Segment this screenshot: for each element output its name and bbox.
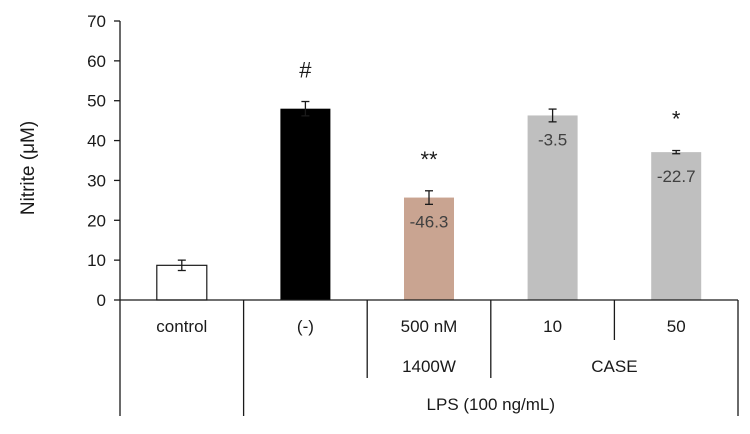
y-tick-label: 50 (87, 92, 106, 111)
y-tick-label: 70 (87, 12, 106, 31)
y-axis-label: Nitrite (μM) (18, 121, 39, 215)
bar (527, 115, 578, 300)
significance-mark: # (299, 58, 312, 83)
y-tick-label: 20 (87, 211, 106, 230)
category-label: control (156, 317, 207, 336)
data-label: -3.5 (538, 130, 567, 149)
group-label: 1400W (402, 357, 456, 376)
y-tick-label: 0 (97, 291, 106, 310)
y-tick-label: 60 (87, 52, 106, 71)
category-label: 500 nM (401, 317, 458, 336)
data-label: -22.7 (657, 167, 696, 186)
y-tick-label: 40 (87, 132, 106, 151)
y-tick-label: 30 (87, 171, 106, 190)
significance-mark: ** (420, 147, 438, 172)
category-label: 10 (543, 317, 562, 336)
category-label: (-) (297, 317, 314, 336)
group-label: CASE (591, 357, 637, 376)
data-label: -46.3 (410, 213, 449, 232)
outer-group-label: LPS (100 ng/mL) (427, 395, 556, 414)
bar (404, 197, 454, 300)
y-tick-label: 10 (87, 251, 106, 270)
significance-mark: * (672, 107, 681, 132)
bar (651, 152, 702, 300)
category-label: 50 (667, 317, 686, 336)
bar (280, 108, 331, 300)
